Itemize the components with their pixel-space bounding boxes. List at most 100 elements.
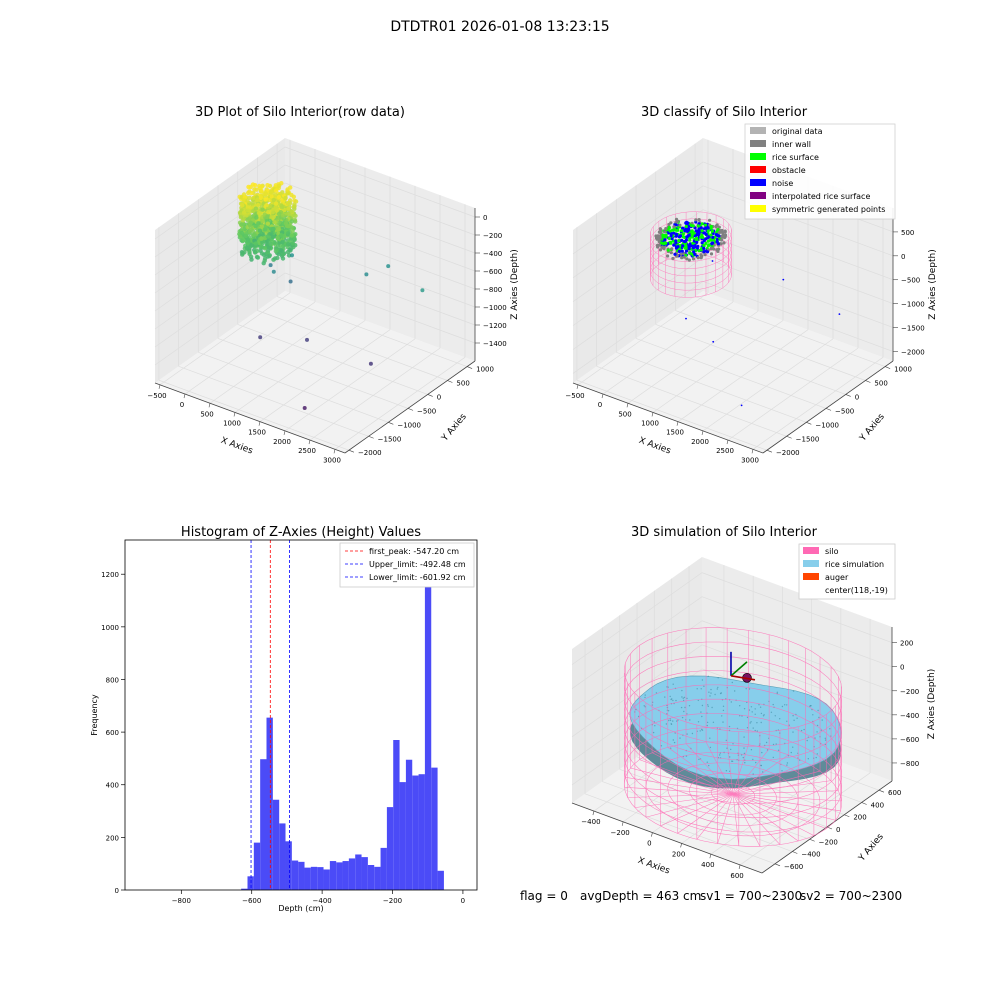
rice-mesh-point: [707, 705, 709, 707]
y-tick-label: −500: [417, 407, 436, 415]
grid-z-back: [284, 146, 476, 218]
y-tick-label: 600: [888, 789, 901, 797]
class-point: [702, 250, 706, 254]
rice-mesh-point: [709, 695, 711, 697]
raw-point: [293, 219, 298, 224]
rice-mesh-point: [756, 730, 758, 732]
histogram-bar: [241, 888, 248, 890]
x-tick-label: 3000: [741, 456, 759, 464]
rice-mesh-point: [793, 719, 795, 721]
raw-point: [260, 207, 265, 212]
raw-point: [255, 197, 260, 203]
grid-z-back: [702, 257, 894, 328]
rice-mesh-point: [652, 731, 655, 734]
histogram-bar: [260, 759, 267, 890]
raw-point: [257, 228, 262, 233]
avg-depth-text: avgDepth = 463 cm: [580, 889, 701, 903]
raw-point: [275, 235, 280, 240]
class-point: [696, 224, 700, 228]
rice-mesh-point: [774, 715, 776, 717]
y-tick-label: −600: [784, 863, 803, 871]
grid-z-back: [284, 218, 476, 290]
rice-mesh-point: [775, 743, 777, 745]
z-axis-label: Z Axies (Depth): [928, 249, 938, 320]
class-point: [675, 232, 679, 237]
plot-simulation: −400 −200 0 200 400 600 −600 −400 −200 0 200 400 600…: [571, 525, 937, 880]
grid-z-left: [154, 272, 286, 366]
rice-mesh-point: [679, 737, 681, 739]
class-point: [681, 226, 685, 230]
y-tick-label: 0: [855, 393, 859, 401]
class-point: [680, 249, 684, 253]
rice-mesh-point: [817, 709, 819, 712]
rice-mesh-point: [770, 711, 773, 713]
silo-spoke: [732, 770, 821, 795]
y-tick: [774, 863, 781, 867]
raw-point: [261, 252, 267, 257]
class-point: [677, 239, 681, 243]
class-point: [671, 256, 675, 261]
grid-x-floor: [209, 310, 341, 404]
histogram-bar: [418, 774, 425, 890]
grid-z-back: [284, 272, 476, 344]
legend-swatch: [750, 166, 766, 173]
grid-z-left: [572, 161, 704, 255]
raw-point: [262, 246, 268, 251]
rice-mesh-point: [669, 695, 671, 698]
rice-mesh-point: [746, 701, 748, 704]
histogram-bar: [272, 799, 280, 890]
histogram-bar: [336, 862, 343, 890]
raw-outlier-point: [271, 269, 276, 274]
left-pane: [573, 138, 703, 383]
class-point: [681, 232, 686, 236]
x-tick-label: 0: [598, 401, 602, 409]
rice-mesh-point: [725, 739, 727, 742]
x-tick-label: 3000: [323, 456, 341, 464]
x-tick: [208, 403, 211, 408]
legend-swatch: [803, 560, 819, 567]
rice-mesh-point: [701, 729, 704, 731]
class-point: [711, 235, 715, 239]
grid-y-floor: [178, 365, 369, 437]
y-axis-line: [762, 360, 894, 454]
class-point: [662, 242, 666, 246]
grid-y-floor: [198, 352, 389, 423]
class-point: [716, 242, 721, 246]
y-tick: [806, 422, 812, 425]
raw-point: [247, 251, 252, 257]
rice-mesh-point: [806, 739, 808, 742]
rice-mesh-point: [743, 752, 746, 755]
y-tick-label: −400: [801, 851, 820, 859]
rice-mesh-point: [672, 683, 674, 685]
raw-point: [286, 224, 291, 229]
rice-mesh-point: [790, 751, 792, 754]
silo-floor-ring: [645, 752, 821, 837]
rice-mesh-point: [681, 696, 683, 698]
legend-label: obstacle: [772, 166, 806, 175]
raw-point: [286, 211, 291, 217]
rice-mesh-point: [711, 706, 713, 709]
x-tick-label: 1500: [248, 429, 266, 437]
rice-mesh-point: [716, 688, 718, 690]
legend-label: auger: [825, 573, 849, 582]
legend-swatch: [750, 179, 766, 186]
silo-spoke: [732, 754, 789, 795]
class-point: [700, 235, 704, 239]
z-axis-label: Z Axies (Depth): [510, 249, 520, 320]
class-point: [693, 252, 697, 256]
raw-point: [265, 254, 270, 259]
class-point: [703, 231, 707, 235]
rice-mesh-point: [664, 696, 666, 698]
class-point: [691, 246, 696, 250]
raw-point: [283, 195, 288, 201]
y-tick-label: −2000: [776, 449, 800, 457]
raw-point: [239, 227, 245, 232]
rice-mesh-point: [812, 714, 814, 716]
rice-mesh-point: [746, 716, 749, 719]
class-point: [687, 224, 691, 229]
rice-mesh-point: [739, 705, 741, 707]
y-tick-label: 0: [437, 393, 441, 401]
rice-mesh-point: [750, 706, 753, 708]
rice-mesh-point: [749, 722, 751, 724]
grid-y-floor: [655, 324, 846, 395]
